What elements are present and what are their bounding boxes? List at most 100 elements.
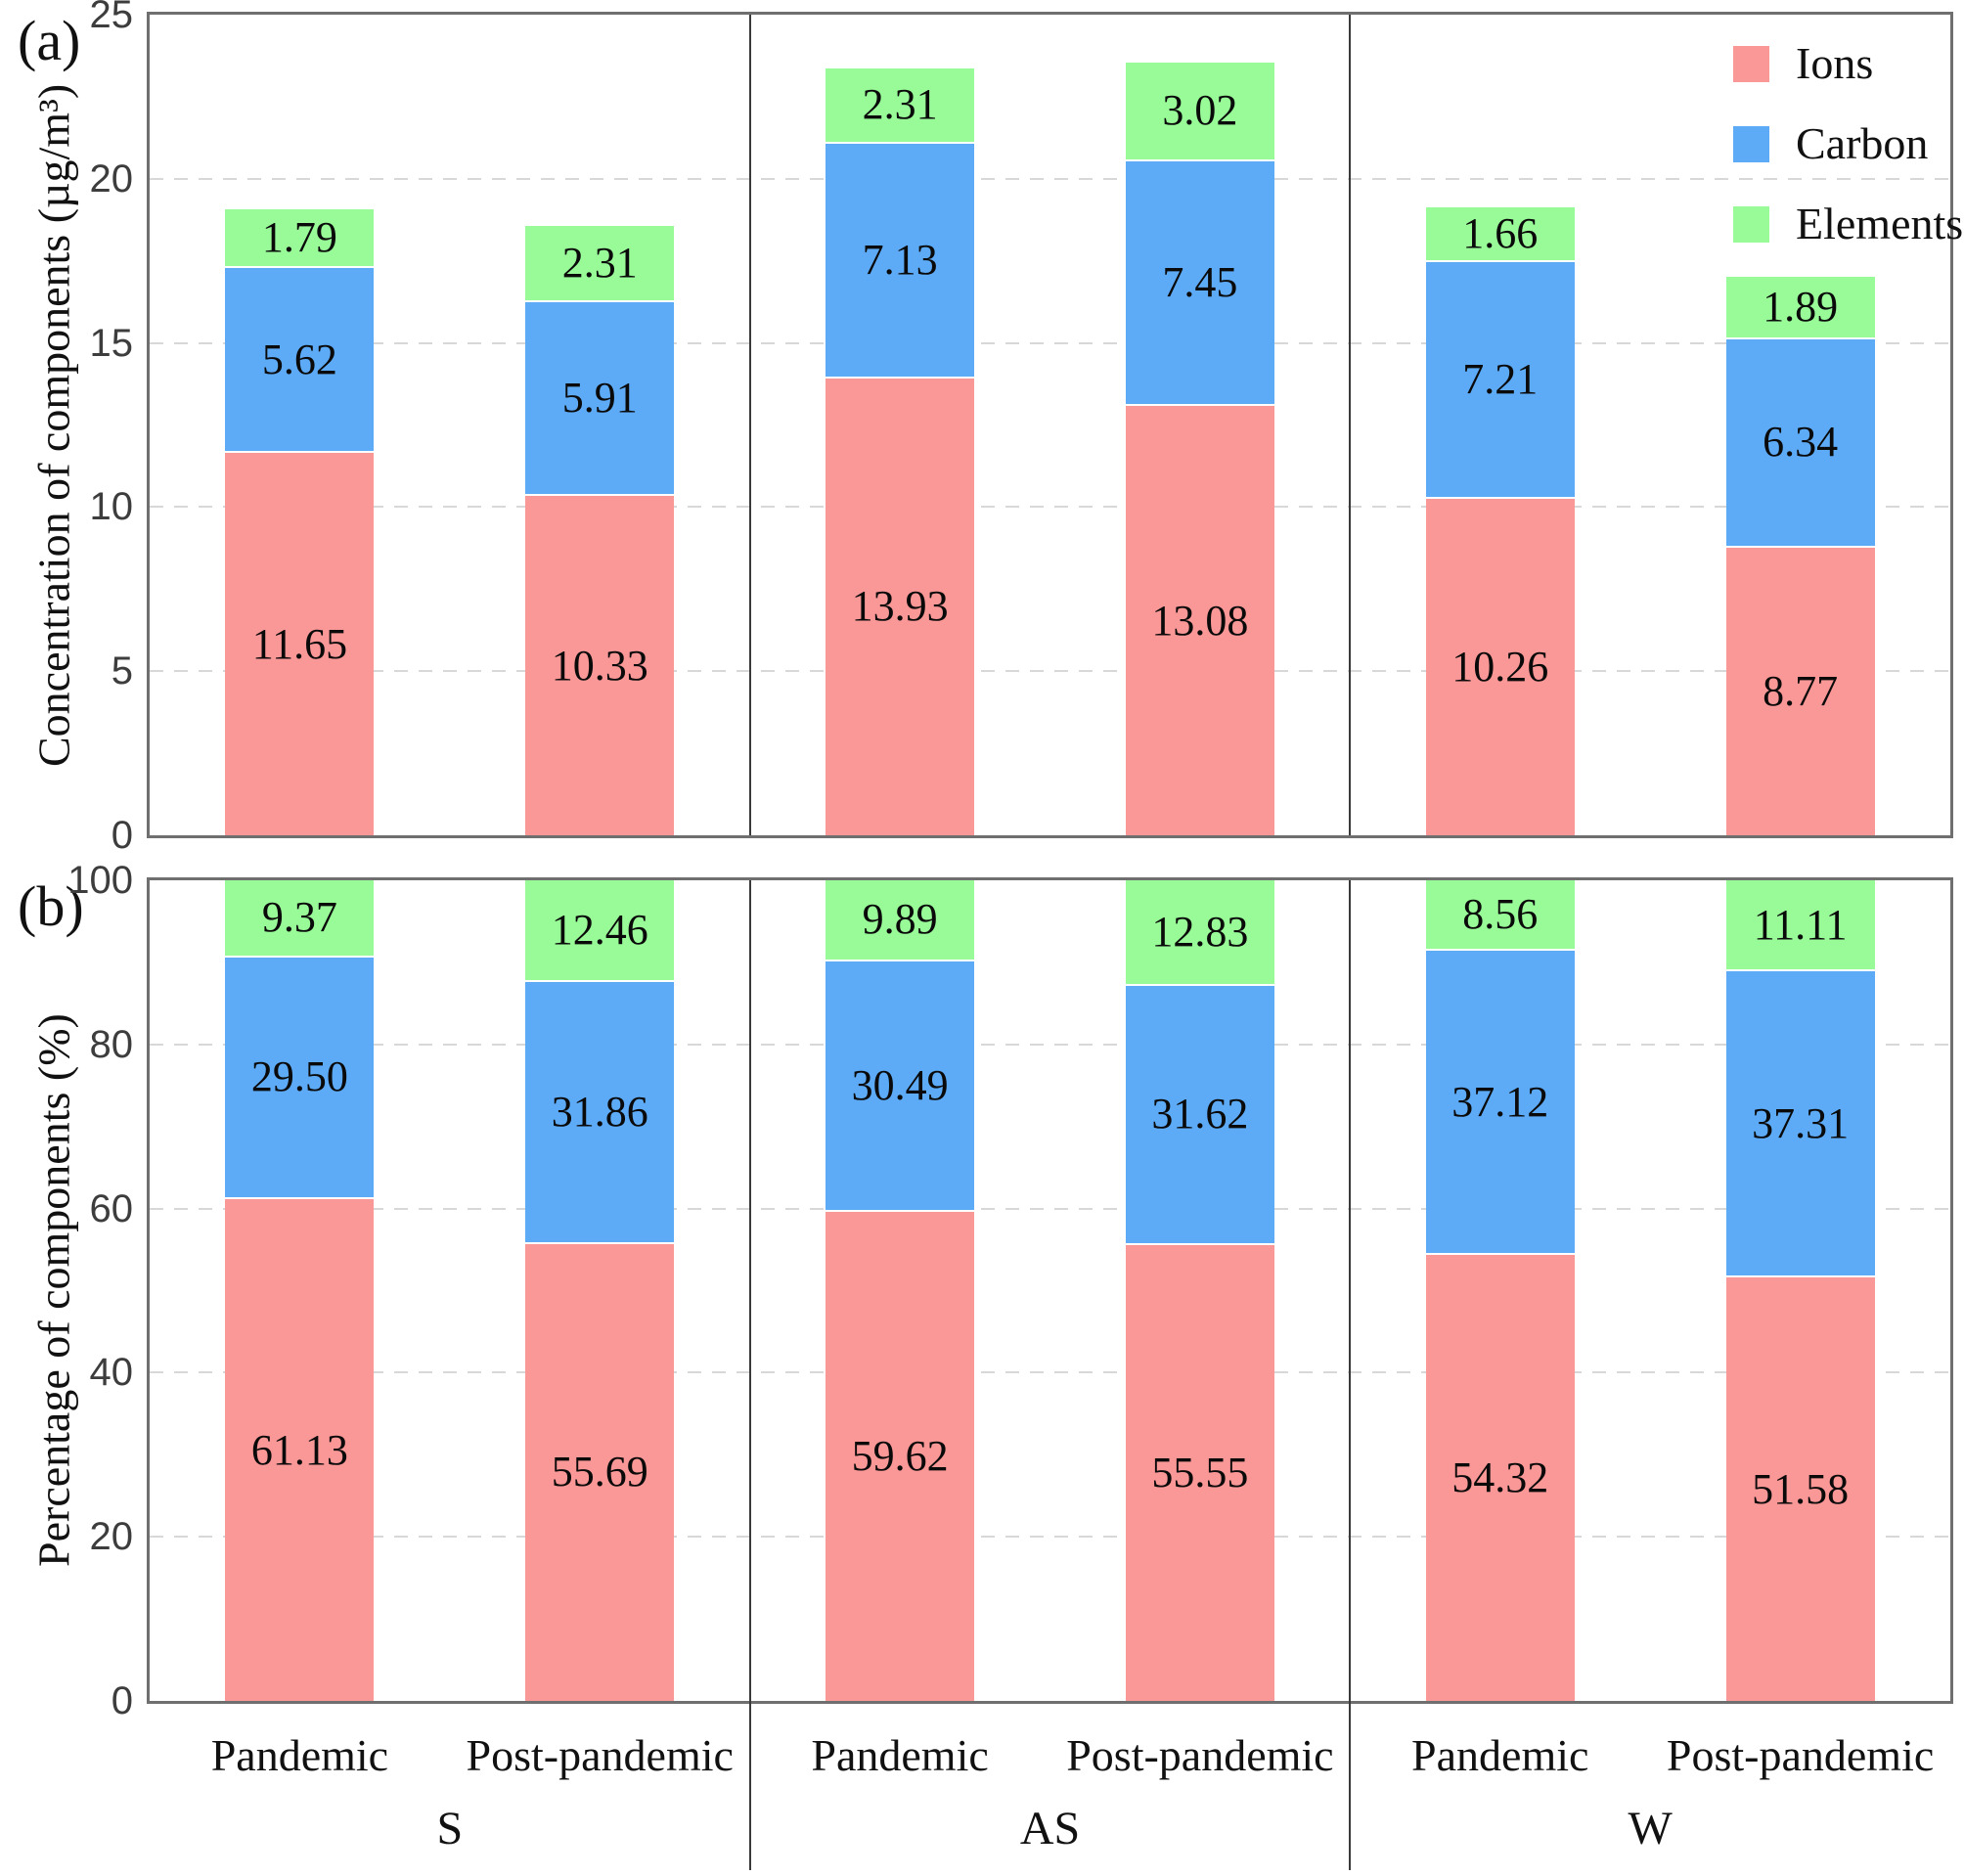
bar: 12.83 31.62 55.55 (1125, 880, 1274, 1701)
value-label: 2.31 (862, 80, 938, 129)
value-label: 13.08 (1151, 596, 1249, 645)
value-label: 13.93 (851, 582, 949, 631)
bar-segment-carbon: 5.91 (525, 301, 675, 497)
bar-segment-elements: 11.11 (1725, 880, 1875, 972)
bar-segment-elements: 1.89 (1725, 277, 1875, 339)
gridline (150, 341, 1950, 344)
bar-segment-carbon: 7.45 (1125, 161, 1274, 407)
y-tick-label: 15 (89, 321, 134, 365)
value-label: 11.11 (1753, 900, 1848, 949)
y-tick-label: 40 (89, 1351, 134, 1395)
gridline (150, 506, 1950, 509)
group-divider (1349, 880, 1352, 1701)
bar-segment-ions: 10.33 (525, 496, 675, 835)
bar: 9.37 29.50 61.13 (225, 880, 375, 1701)
value-label: 5.62 (261, 335, 337, 383)
value-label: 55.69 (551, 1448, 648, 1496)
value-label: 31.62 (1151, 1090, 1249, 1139)
value-label: 8.77 (1763, 666, 1839, 715)
bar-segment-carbon: 5.62 (225, 268, 375, 454)
bar-segment-ions: 61.13 (225, 1199, 375, 1701)
carbon-swatch-icon (1733, 125, 1769, 162)
value-label: 30.49 (851, 1060, 949, 1109)
bar-segment-elements: 12.83 (1125, 880, 1274, 986)
value-label: 54.32 (1451, 1453, 1549, 1502)
value-label: 3.02 (1162, 86, 1238, 135)
value-label: 7.13 (862, 235, 938, 284)
value-label: 37.12 (1451, 1077, 1549, 1126)
bar-segment-ions: 55.69 (525, 1243, 675, 1701)
y-tick-label: 5 (111, 649, 133, 693)
bar-segment-elements: 1.66 (1425, 207, 1575, 262)
value-label: 55.55 (1151, 1448, 1249, 1496)
x-group-label: W (1628, 1803, 1673, 1854)
value-label: 11.65 (251, 619, 348, 668)
value-label: 8.56 (1462, 889, 1539, 938)
panel-a-plot: 1.79 5.62 11.65 2.31 5.91 10.33 2.31 7.13 13.93 3… (147, 12, 1953, 838)
bar-segment-ions: 59.62 (826, 1211, 975, 1701)
x-condition-label: Pandemic (811, 1730, 989, 1780)
bar-segment-ions: 13.93 (826, 378, 975, 835)
bar-segment-elements: 9.37 (225, 880, 375, 958)
value-label: 10.33 (551, 641, 648, 690)
bar: 2.31 5.91 10.33 (525, 226, 675, 835)
y-tick-label: 0 (111, 814, 133, 857)
group-divider (748, 15, 751, 835)
y-tick-label: 25 (89, 0, 134, 36)
gridline (150, 1043, 1950, 1046)
panel-b-letter: (b) (18, 874, 84, 938)
gridline (150, 1207, 1950, 1210)
panel-b-plot: 9.37 29.50 61.13 12.46 31.86 55.69 9.89 30.49 59… (147, 877, 1953, 1704)
value-label: 2.31 (561, 239, 638, 288)
value-label: 6.34 (1763, 418, 1839, 467)
bar-segment-ions: 8.77 (1725, 547, 1875, 835)
y-tick-label: 0 (111, 1679, 133, 1722)
bar: 9.89 30.49 59.62 (826, 880, 975, 1701)
gridline (150, 1536, 1950, 1539)
bar-segment-carbon: 37.31 (1725, 971, 1875, 1278)
bar-segment-carbon: 7.21 (1425, 261, 1575, 499)
value-label: 12.46 (551, 906, 648, 955)
bar: 1.66 7.21 10.26 (1425, 207, 1575, 835)
value-label: 9.37 (261, 893, 337, 942)
x-condition-label: Post-pandemic (1066, 1730, 1334, 1780)
bar-segment-elements: 2.31 (826, 67, 975, 145)
bar-segment-carbon: 6.34 (1725, 338, 1875, 548)
y-tick-label: 80 (89, 1022, 134, 1066)
legend-label-ions: Ions (1796, 38, 1874, 88)
panel-a-letter: (a) (18, 9, 81, 72)
group-divider (1349, 15, 1352, 835)
x-group-label: AS (1019, 1803, 1081, 1854)
bar-segment-carbon: 7.13 (826, 144, 975, 379)
panel-a-y-axis-title: Concentration of components (µg/m³) (28, 83, 79, 767)
bar-segment-carbon: 29.50 (225, 957, 375, 1200)
value-label: 7.21 (1462, 354, 1539, 403)
bar: 1.89 6.34 8.77 (1725, 277, 1875, 835)
value-label: 31.86 (551, 1088, 648, 1137)
bar-segment-ions: 55.55 (1125, 1244, 1274, 1701)
value-label: 61.13 (250, 1425, 348, 1474)
value-label: 1.66 (1462, 208, 1539, 257)
value-label: 7.45 (1162, 258, 1238, 307)
panel-b-y-axis-title: Percentage of components (%) (28, 1013, 79, 1568)
legend-item-ions: Ions (1733, 41, 1963, 86)
legend-label-elements: Elements (1796, 199, 1964, 248)
value-label: 51.58 (1752, 1464, 1850, 1513)
bar: 12.46 31.86 55.69 (525, 879, 675, 1701)
bar: 1.79 5.62 11.65 (225, 209, 375, 835)
y-tick-label: 20 (89, 1515, 134, 1559)
y-tick-label: 20 (89, 156, 134, 201)
bar: 3.02 7.45 13.08 (1125, 62, 1274, 835)
y-tick-label: 100 (67, 859, 133, 902)
bar-segment-ions: 11.65 (225, 453, 375, 835)
y-tick-label: 60 (89, 1186, 134, 1230)
bar: 2.31 7.13 13.93 (826, 67, 975, 835)
x-condition-label: Post-pandemic (466, 1730, 734, 1780)
x-condition-label: Pandemic (1411, 1730, 1589, 1780)
bar-segment-ions: 54.32 (1425, 1255, 1575, 1701)
bar-segment-carbon: 37.12 (1425, 950, 1575, 1256)
bar-segment-ions: 10.26 (1425, 498, 1575, 835)
gridline (150, 177, 1950, 180)
group-divider-extension (748, 1701, 751, 1870)
